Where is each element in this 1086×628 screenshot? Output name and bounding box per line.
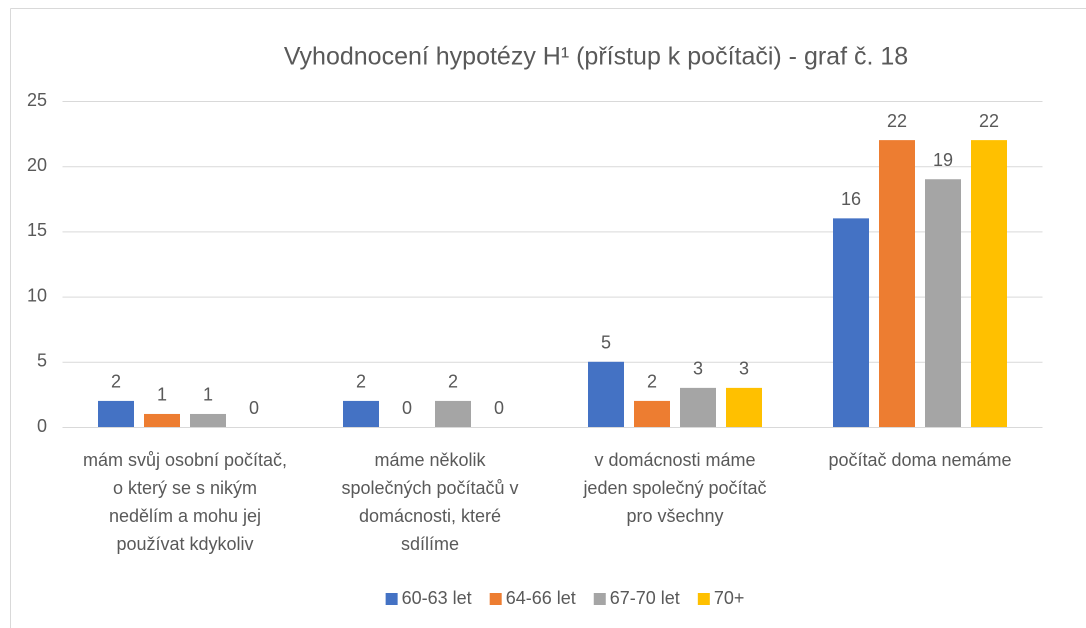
bar	[588, 361, 624, 427]
bar	[634, 400, 670, 427]
value-label: 3	[739, 359, 749, 379]
value-label: 2	[356, 372, 366, 392]
value-label: 19	[933, 150, 953, 170]
value-label: 5	[601, 333, 611, 353]
value-label: 2	[448, 372, 458, 392]
bar	[680, 387, 716, 427]
y-tick-label: 25	[27, 90, 47, 110]
bar	[925, 179, 961, 427]
bar	[833, 218, 869, 427]
value-label: 0	[402, 398, 412, 418]
x-tick-label: v domácnosti máme jeden společný počítač p…	[582, 450, 766, 526]
bar	[971, 140, 1007, 427]
bar	[879, 140, 915, 427]
y-tick-label: 5	[37, 351, 47, 371]
bar	[726, 387, 762, 427]
value-label: 16	[841, 189, 861, 209]
x-tick-label: počítač doma nemáme	[828, 450, 1011, 470]
value-label: 0	[249, 398, 259, 418]
value-label: 22	[887, 111, 907, 131]
legend-label: 64-66 let	[506, 588, 576, 608]
legend-label: 70+	[714, 588, 745, 608]
legend-swatch	[489, 593, 502, 605]
y-tick-label: 10	[27, 285, 47, 305]
y-tick-label: 15	[27, 220, 47, 240]
y-tick-label: 20	[27, 155, 47, 175]
value-label: 1	[203, 385, 213, 405]
bar	[343, 400, 379, 427]
x-tick-label: mám svůj osobní počítač, o který se s nik…	[83, 450, 287, 554]
x-tick-label: máme několik společných počítačů v domácno…	[341, 450, 518, 554]
legend-label: 67-70 let	[610, 588, 680, 608]
legend-swatch	[593, 593, 606, 605]
value-label: 1	[157, 385, 167, 405]
chart-title: Vyhodnocení hypotézy H¹ (přístup k počít…	[284, 43, 908, 71]
bar	[190, 413, 226, 427]
y-tick-label: 0	[37, 416, 47, 436]
bar	[98, 400, 134, 427]
legend-swatch	[697, 593, 710, 605]
value-label: 22	[979, 111, 999, 131]
value-label: 3	[693, 359, 703, 379]
bar	[435, 400, 471, 427]
value-label: 0	[494, 398, 504, 418]
legend-swatch	[385, 593, 398, 605]
legend-label: 60-63 let	[402, 588, 472, 608]
value-label: 2	[647, 372, 657, 392]
bar	[144, 413, 180, 427]
legend: 60-63 let 64-66 let 67-70 let 70+	[385, 588, 745, 608]
value-label: 2	[111, 372, 121, 392]
